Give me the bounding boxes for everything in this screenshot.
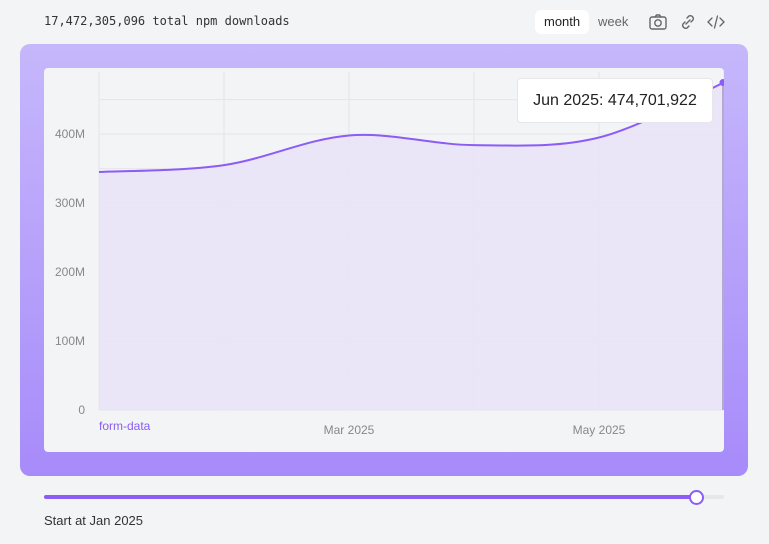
- camera-icon[interactable]: [648, 12, 668, 32]
- chart-card: 0 100M 200M 300M 400M Mar 2025 May 2025 form-da…: [44, 68, 724, 452]
- downloads-chart: 0 100M 200M 300M 400M Mar 2025 May 2025 form-da…: [55, 72, 724, 437]
- series-line: [98, 81, 724, 174]
- y-tick-label: 100M: [55, 334, 85, 348]
- x-tick-label: Mar 2025: [324, 423, 375, 437]
- y-tick-label: 300M: [55, 196, 85, 210]
- toggle-month[interactable]: month: [535, 10, 590, 34]
- code-icon[interactable]: [706, 12, 726, 32]
- series-area: [99, 82, 724, 410]
- toggle-week[interactable]: week: [598, 14, 629, 29]
- y-tick-label: 0: [78, 403, 85, 417]
- y-tick-label: 200M: [55, 265, 85, 279]
- chart-tooltip: Jun 2025: 474,701,922: [517, 78, 713, 123]
- start-slider[interactable]: [44, 495, 724, 499]
- slider-fill: [44, 495, 697, 499]
- y-tick-label: 400M: [55, 127, 85, 141]
- x-tick-label: May 2025: [573, 423, 626, 437]
- legend-form-data: form-data: [99, 419, 151, 433]
- start-label: Start at Jan 2025: [44, 513, 144, 528]
- total-downloads: 17,472,305,096 total npm downloads: [44, 14, 290, 28]
- link-icon[interactable]: [678, 12, 698, 32]
- data-point: [719, 79, 724, 87]
- slider-thumb[interactable]: [689, 490, 704, 505]
